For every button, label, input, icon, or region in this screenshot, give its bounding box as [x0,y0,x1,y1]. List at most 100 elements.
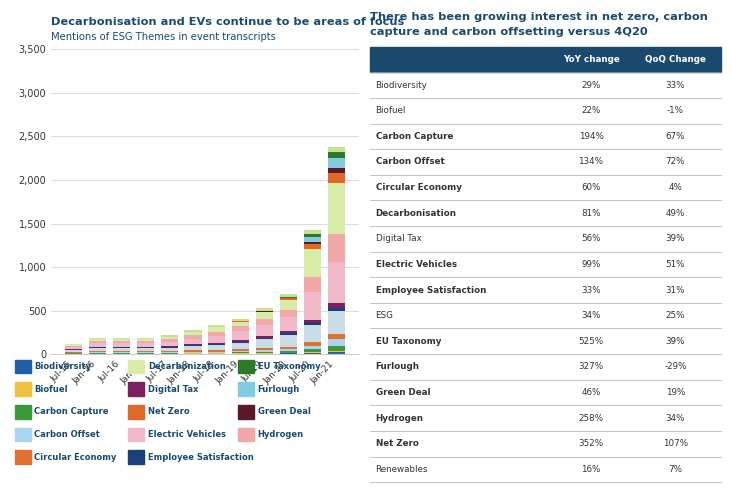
Bar [65,344,83,346]
Bar [113,352,130,353]
Text: Electric Vehicles: Electric Vehicles [376,260,457,269]
Text: 31%: 31% [665,285,685,295]
Text: 134%: 134% [578,157,603,166]
Bar [327,262,345,304]
Bar [232,326,250,331]
Bar [113,339,130,341]
Bar [137,347,154,348]
Bar [280,299,297,300]
Bar [304,248,321,277]
Text: 4%: 4% [668,183,682,192]
Bar [327,234,345,262]
Text: 525%: 525% [578,337,604,346]
Bar [209,327,225,332]
Bar [256,308,273,311]
Text: EU Taxonomy: EU Taxonomy [258,362,321,371]
Bar [327,147,345,153]
Bar [113,343,130,347]
Bar [89,347,106,348]
Bar [256,352,273,353]
Bar [232,349,250,351]
Bar [304,277,321,292]
Bar [327,304,345,308]
Text: Hydrogen: Hydrogen [258,430,304,439]
Bar [280,336,297,347]
Text: Green Deal: Green Deal [258,407,310,416]
Text: -29%: -29% [664,363,687,371]
Bar [232,322,250,326]
Bar [209,342,225,344]
Bar [327,351,345,352]
Bar [256,350,273,352]
Bar [65,350,83,352]
Text: 33%: 33% [665,81,685,90]
Bar [137,343,154,347]
Text: -1%: -1% [667,106,684,115]
Bar [232,331,250,340]
Text: Net Zero: Net Zero [148,407,190,416]
Text: Hydrogen: Hydrogen [376,414,424,423]
Bar [304,245,321,248]
Bar [184,352,201,353]
Bar [280,353,297,354]
Bar [137,353,154,354]
Bar [304,346,321,349]
Bar [89,353,106,354]
Bar [256,311,273,312]
Bar [327,334,345,339]
Bar [327,183,345,234]
Bar [137,339,154,341]
Text: 352%: 352% [578,439,604,448]
Text: Employee Satisfaction: Employee Satisfaction [376,285,486,295]
Bar [280,298,297,299]
Bar [232,319,250,321]
Bar [184,330,201,332]
Bar [184,336,201,339]
Text: Mentions of ESG Themes in event transcripts: Mentions of ESG Themes in event transcri… [51,32,276,42]
Text: capture and carbon offsetting versus 4Q20: capture and carbon offsetting versus 4Q2… [370,27,647,37]
Text: Biodiversity: Biodiversity [34,362,92,371]
Text: 16%: 16% [581,465,601,474]
Text: Circular Economy: Circular Economy [376,183,461,192]
Bar [256,339,273,348]
Bar [280,294,297,297]
Bar [209,332,225,336]
Text: Decarbonisation and EVs continue to be areas of focus: Decarbonisation and EVs continue to be a… [51,17,405,27]
Bar [256,338,273,339]
Bar [327,173,345,183]
Bar [304,342,321,346]
Bar [327,352,345,354]
Text: Decarbonization: Decarbonization [148,362,225,371]
Bar [304,242,321,245]
Bar [280,347,297,349]
Bar [304,349,321,352]
Bar [184,350,201,352]
Bar [137,348,154,351]
Bar [89,351,106,352]
Bar [65,346,83,347]
Bar [160,339,178,342]
Bar [160,347,178,351]
Bar [280,317,297,331]
Bar [304,326,321,342]
Bar [160,346,178,347]
Text: Renewables: Renewables [376,465,428,474]
Text: 99%: 99% [581,260,601,269]
Bar [160,352,178,353]
Bar [113,341,130,343]
Text: 107%: 107% [662,439,688,448]
Text: Decarbonisation: Decarbonisation [376,209,457,218]
Bar [209,350,225,352]
Text: 34%: 34% [581,311,601,320]
Text: 56%: 56% [581,234,601,244]
Bar [184,332,201,336]
Text: 19%: 19% [665,388,685,397]
Bar [304,352,321,353]
Bar [137,338,154,339]
Bar [89,348,106,351]
Text: Biofuel: Biofuel [376,106,406,115]
Bar [160,342,178,346]
Bar [256,312,273,319]
Bar [89,338,106,339]
Text: Carbon Capture: Carbon Capture [34,407,109,416]
